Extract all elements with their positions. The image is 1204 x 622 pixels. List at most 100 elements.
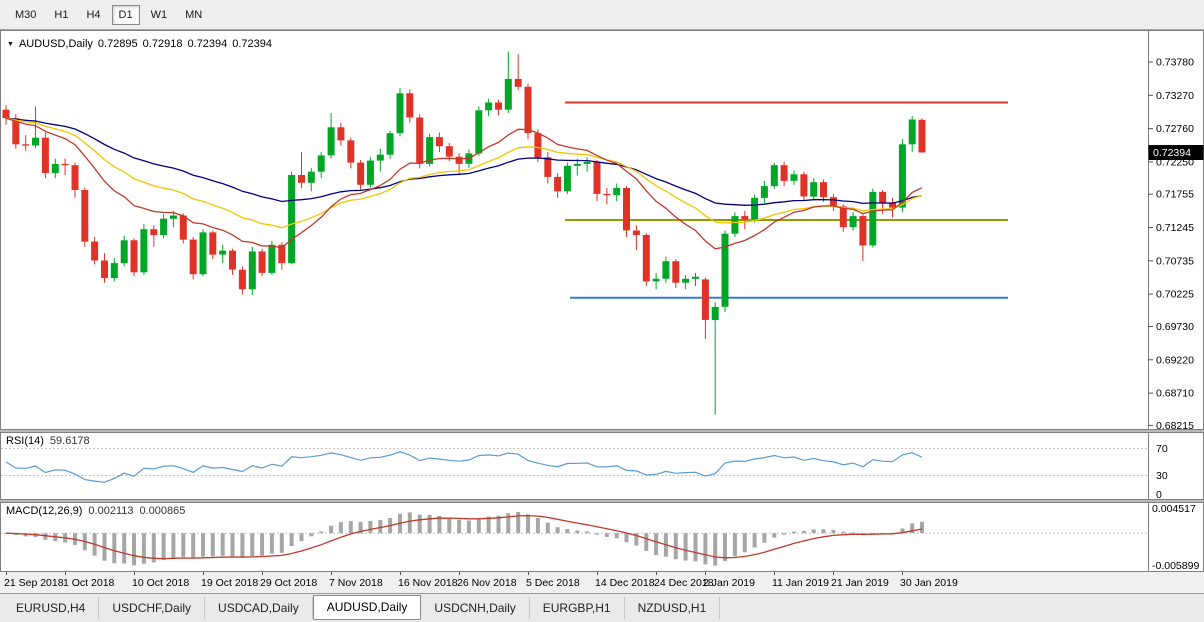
date-axis-label: 24 Dec 2018 [654,577,714,589]
macd-histogram-bar [191,533,196,559]
candle [583,161,591,164]
panel-splitter[interactable] [0,500,1204,502]
price-axis-label: 0.73270 [1156,90,1194,102]
candle [800,174,808,197]
macd-histogram-bar [614,533,619,539]
macd-histogram-bar [752,533,757,548]
candle [41,137,49,173]
candle [258,251,266,273]
candle [248,251,256,290]
candle [829,197,837,207]
date-axis-label: 5 Dec 2018 [526,577,580,589]
macd-histogram-bar [535,518,540,534]
macd-histogram-bar [604,533,609,537]
timeframe-button-h4[interactable]: H4 [79,5,107,25]
timeframe-button-h1[interactable]: H1 [47,5,75,25]
macd-panel[interactable]: 0.004517 -0.005899 MACD(12,26,9) 0.002113… [0,502,1204,572]
candle [632,230,640,236]
timeframe-button-w1[interactable]: W1 [144,5,175,25]
macd-histogram-bar [900,528,905,534]
macd-histogram-bar [486,516,491,534]
candle [455,156,463,164]
candle [534,133,542,158]
chart-tab-eurgbp-h1[interactable]: EURGBP,H1 [530,597,625,619]
timeframe-button-mn[interactable]: MN [178,5,209,25]
candle [810,182,818,197]
date-tick [65,572,66,575]
macd-histogram-bar [801,530,806,534]
macd-histogram-bar [634,533,639,546]
price-axis-label: 0.68710 [1156,388,1194,400]
macd-histogram-bar [132,533,136,566]
macd-histogram-bar [201,533,205,557]
rsi-axis-label: 30 [1156,470,1168,482]
date-tick [6,572,7,575]
candle [682,278,690,283]
candle [416,117,424,164]
timeframe-button-m30[interactable]: M30 [8,5,43,25]
candle [908,119,916,145]
macd-histogram-bar [407,512,412,534]
macd-histogram-bar [644,533,649,551]
macd-chart[interactable]: 0.004517 -0.005899 [0,502,1204,572]
macd-histogram-bar [289,533,294,546]
rsi-chart[interactable]: 70 30 0 [0,432,1204,500]
candle [652,278,660,282]
price-axis-label: 0.70225 [1156,289,1194,301]
date-tick [902,572,903,575]
macd-histogram-bar [782,533,787,535]
panel-splitter[interactable] [0,430,1204,432]
candle [396,93,404,134]
macd-histogram-bar [595,533,599,535]
macd-histogram-bar [210,533,215,557]
candle [741,216,749,220]
candle [366,160,374,185]
candle [770,165,778,187]
macd-histogram-bar [299,533,304,541]
current-price-badge [1148,145,1204,160]
candle [711,306,719,320]
candle [337,127,345,141]
ma-fast-line [5,117,923,250]
candle [327,127,335,156]
macd-histogram-bar [506,513,511,534]
macd-axis-top-label: 0.004517 [1152,503,1196,515]
price-axis-label: 0.71755 [1156,189,1194,201]
macd-histogram-bar [585,531,590,534]
date-axis-label: 21 Sep 2018 [4,577,64,589]
candle [386,133,394,155]
chart-tab-nzdusd-h1[interactable]: NZDUSD,H1 [625,597,721,619]
price-chart-panel[interactable]: 0.73780 0.73270 0.72760 0.72250 0.71755 0.712… [0,30,1204,430]
date-axis-label: 10 Oct 2018 [132,577,190,589]
price-axis-label: 0.71245 [1156,222,1194,234]
price-axis-label: 0.70735 [1156,255,1194,267]
macd-histogram-bar [526,514,530,534]
chart-tab-usdcad-daily[interactable]: USDCAD,Daily [205,597,313,619]
macd-histogram-bar [437,515,442,534]
chart-tab-audusd-daily[interactable]: AUDUSD,Daily [312,594,422,620]
candle [514,79,522,87]
date-axis-label: 30 Jan 2019 [900,577,958,589]
date-axis[interactable]: 21 Sep 2018 1 Oct 2018 10 Oct 2018 19 Oct 2… [0,572,1204,593]
chart-tab-usdcnh-daily[interactable]: USDCNH,Daily [421,597,530,619]
macd-histogram-bar [309,533,314,537]
macd-histogram-bar [141,533,146,564]
chart-tab-eurusd-h4[interactable]: EURUSD,H4 [3,597,100,619]
macd-histogram-bar [358,521,363,534]
chart-tab-usdchf-daily[interactable]: USDCHF,Daily [99,597,206,619]
rsi-panel[interactable]: 70 30 0 RSI(14) 59.6178 [0,432,1204,500]
date-tick [705,572,706,575]
candle [662,261,670,279]
candle [22,144,30,146]
candle [229,250,236,270]
date-axis-label: 16 Nov 2018 [398,577,458,589]
date-tick [203,572,204,575]
symbol-dropdown-icon[interactable]: ▼ [7,40,14,48]
candle [435,137,443,147]
macd-histogram-bar [831,529,836,534]
rsi-axis-label: 70 [1156,443,1168,455]
price-chart[interactable]: 0.737800.732700.727600.722500.717550.712… [0,30,1204,430]
macd-histogram-bar [476,518,481,534]
candle [485,102,493,111]
timeframe-button-d1[interactable]: D1 [111,4,140,25]
